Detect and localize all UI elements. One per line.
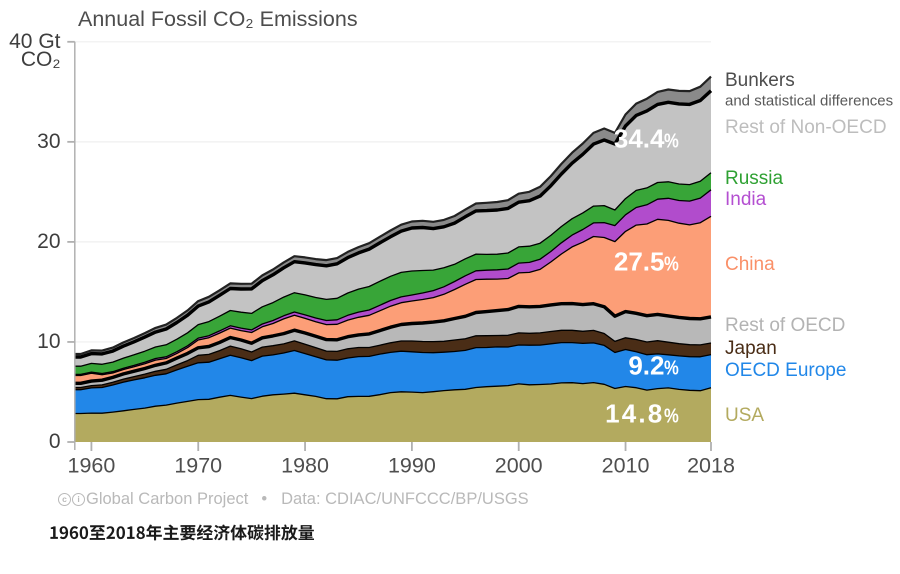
chart-title: Annual Fossil CO₂ Emissions [78,6,358,31]
boundary-usa [74,381,712,415]
cc-by-c-icon: c [58,493,71,506]
y-tick-label-10: 10 [37,329,61,353]
area-russia [74,172,712,375]
area-usa [74,382,712,442]
boundary-oecd-europe [74,341,712,391]
legend-bunkers: Bunkers [725,69,795,91]
boundary-japan [74,329,712,389]
boundary-russia [74,172,712,367]
boundary-india [74,189,712,376]
legend-india: India [725,189,767,211]
annotation-percent-sign: % [664,253,680,276]
boundary-china [74,215,712,377]
x-tick-label-1960: 1960 [67,453,116,477]
x-tick-label-1990: 1990 [387,453,436,477]
attribution-footer: c i Global Carbon Project • Data: CDIAC/UNFC… [58,490,529,509]
annotation-percent-sign: % [664,357,680,380]
legend-rest-of-oecd: Rest of OECD [725,315,846,336]
attribution-text: Global Carbon Project [86,489,249,508]
area-japan [74,330,712,390]
x-tick-label-1980: 1980 [281,453,329,477]
annotation-value: 34.4 [613,123,665,153]
x-tick-label-2010: 2010 [601,453,650,477]
area-bunkers [74,76,712,357]
legend-oecd-europe: OECD Europe [725,359,847,381]
x-tick-label-2000: 2000 [494,453,543,477]
cc-by-i-icon: i [72,493,85,506]
y-axis-unit-label: 40 Gt CO₂ [0,30,61,72]
annotation-value: 14.8 [605,398,665,429]
y-axis-unit-line2: CO₂ [20,48,61,72]
area-india [74,189,712,376]
boundary-rest-of-oecd [74,301,712,385]
legend-and-statistical-differences: and statistical differences [725,92,894,110]
boundary-rest-of-non-oecd [74,89,713,359]
y-tick-label-20: 20 [37,229,61,253]
area-rest-of-oecd [74,303,712,388]
x-tick-label-2018: 2018 [687,453,735,477]
x-tick-label-1970: 1970 [174,453,223,477]
caption-zh [50,524,315,541]
data-source-text: Data: CDIAC/UNFCCC/BP/USGS [281,489,529,508]
legend-rest-of-non-oecd: Rest of Non-OECD [725,117,887,138]
y-tick-label-0: 0 [48,430,61,453]
area-china [74,216,712,384]
legend-china: China [725,253,775,275]
annotation-27.5%: 27.5% [614,247,683,278]
legend-russia: Russia [725,167,784,189]
annotation-34.4%: 34.4% [614,123,683,154]
boundary-bunkers [74,75,712,356]
y-tick-label-30: 30 [37,129,61,153]
annotation-14.8%: 14.8% [605,398,682,429]
annotation-9.2%: 9.2% [628,351,682,382]
annotation-value: 9.2 [628,350,665,381]
annotation-percent-sign: % [664,405,680,428]
annotation-value: 27.5 [613,246,665,277]
legend-japan: Japan [725,338,777,359]
annotation-percent-sign: % [664,130,680,152]
legend-usa: USA [725,405,765,426]
footer-separator: • [261,489,268,508]
area-rest-of-non-oecd [74,90,712,367]
y-axis-unit-line1: 40 Gt [9,30,61,53]
